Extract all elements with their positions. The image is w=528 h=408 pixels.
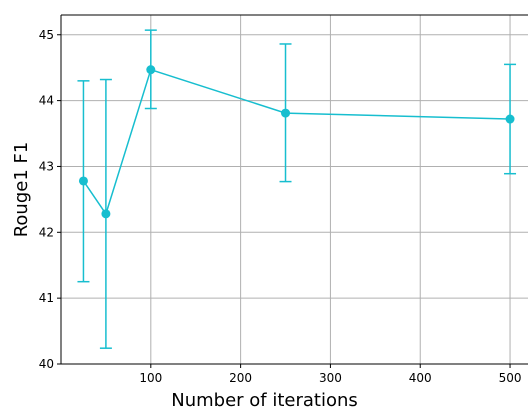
axes bbox=[60, 14, 528, 365]
series-line bbox=[82, 68, 511, 216]
grid bbox=[61, 15, 528, 365]
data-point bbox=[101, 209, 111, 219]
ticks: 100 200 300 400 500 40 41 42 43 44 45 bbox=[39, 28, 522, 385]
y-tick-label: 40 bbox=[39, 357, 54, 371]
x-tick-label: 400 bbox=[409, 371, 432, 385]
data-point bbox=[78, 176, 88, 186]
x-tick-label: 100 bbox=[139, 371, 162, 385]
data-point bbox=[281, 108, 291, 118]
data-point bbox=[505, 114, 515, 124]
x-axis-label: Number of iterations bbox=[171, 390, 358, 408]
y-axis-label: Rouge1 F1 bbox=[11, 142, 32, 238]
y-tick-label: 44 bbox=[39, 94, 54, 108]
y-tick-label: 43 bbox=[39, 159, 54, 173]
x-tick-label: 500 bbox=[499, 371, 522, 385]
y-tick-label: 45 bbox=[39, 28, 54, 42]
series bbox=[77, 29, 517, 349]
x-tick-label: 300 bbox=[319, 371, 342, 385]
y-tick-label: 41 bbox=[39, 291, 54, 305]
x-tick-label: 200 bbox=[229, 371, 252, 385]
data-point bbox=[146, 65, 156, 75]
y-tick-label: 42 bbox=[39, 225, 54, 239]
